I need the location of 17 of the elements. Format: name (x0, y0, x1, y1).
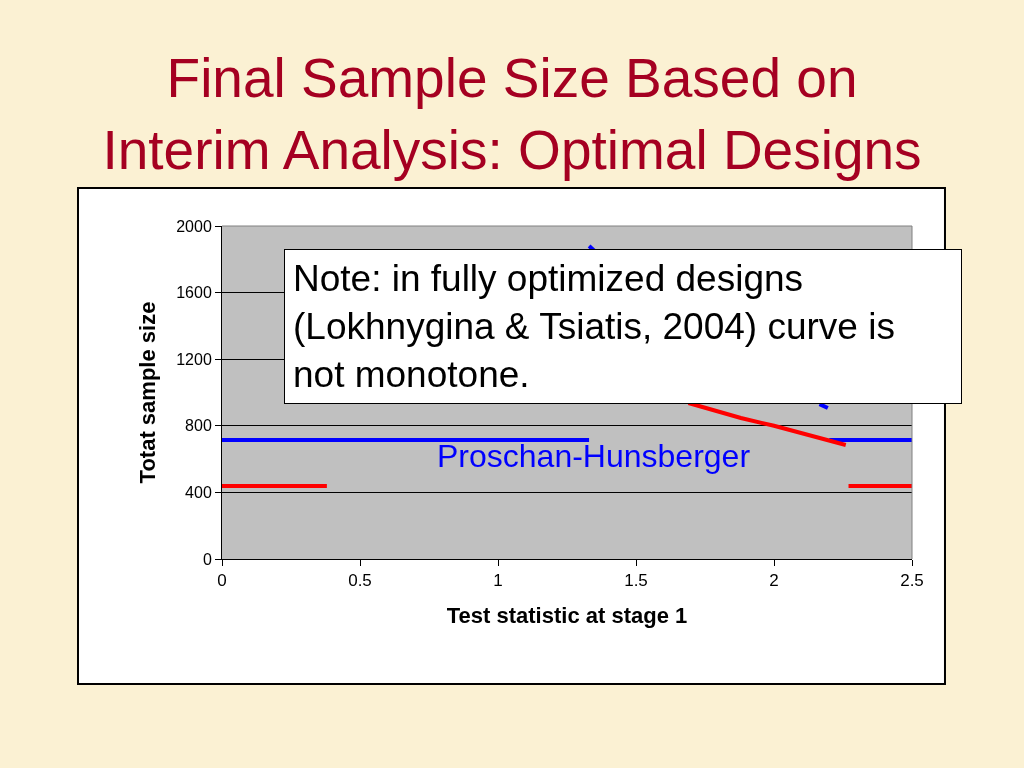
annotation: Note: in fully optimized designs (Lokhnygina & Tsiatis, 2004) curve is not monotone. (293, 258, 895, 396)
x-tick-label: 1 (493, 571, 503, 591)
x-tick-label: 2.5 (900, 571, 924, 591)
y-tick-label: 0 (202, 550, 212, 568)
x-tick-label: 0 (217, 571, 227, 591)
y-tick-label: 1200 (176, 350, 212, 368)
chart-title: Final Sample Size Based on Interim Analysis: Optimal Designs (102, 47, 922, 181)
x-tick-label: 1.5 (624, 571, 648, 591)
y-tick-label: 1600 (176, 284, 212, 302)
series-label: Proschan-Hunsberger (437, 438, 751, 474)
y-tick-label: 2000 (176, 217, 212, 235)
x-axis-title: Test statistic at stage 1 (446, 603, 688, 629)
y-axis-title: Totat sample size (135, 301, 161, 484)
y-tick-label: 800 (185, 417, 212, 435)
x-tick-label: 0.5 (348, 571, 372, 591)
x-tick-label: 2 (769, 571, 779, 591)
y-tick-label: 400 (185, 484, 212, 501)
